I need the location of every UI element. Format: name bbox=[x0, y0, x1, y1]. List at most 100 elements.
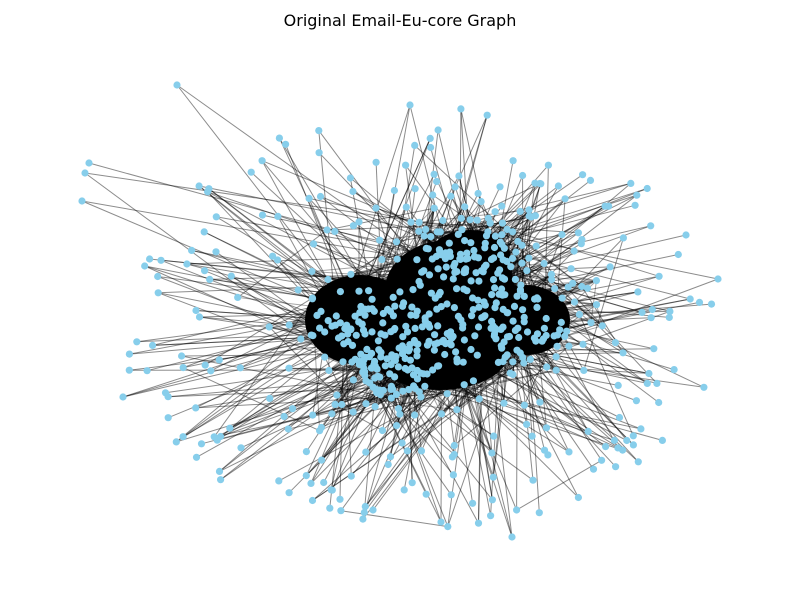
graph-edge bbox=[387, 309, 579, 498]
graph-node bbox=[355, 218, 363, 226]
graph-edge bbox=[213, 279, 329, 438]
graph-node bbox=[302, 472, 310, 480]
graph-edge bbox=[198, 185, 418, 357]
graph-edge bbox=[288, 236, 432, 326]
graph-edge bbox=[453, 345, 570, 446]
graph-node bbox=[461, 203, 469, 211]
graph-edge bbox=[352, 313, 384, 346]
graph-node bbox=[204, 188, 212, 196]
graph-node bbox=[474, 323, 483, 331]
graph-edge bbox=[340, 322, 555, 337]
graph-node bbox=[509, 370, 517, 379]
graph-edge bbox=[160, 259, 348, 335]
graph-edge bbox=[416, 208, 435, 356]
graph-node bbox=[453, 285, 461, 293]
graph-edge bbox=[319, 248, 427, 431]
graph-node bbox=[542, 314, 550, 323]
graph-edge bbox=[384, 259, 418, 366]
graph-edge bbox=[312, 297, 448, 305]
graph-node bbox=[440, 273, 448, 281]
graph-node bbox=[433, 305, 441, 313]
graph-edge bbox=[219, 276, 444, 472]
graph-edge bbox=[382, 315, 485, 324]
graph-edge bbox=[191, 249, 360, 292]
graph-edge bbox=[378, 340, 474, 382]
graph-edge bbox=[379, 258, 446, 391]
graph-edge bbox=[408, 350, 433, 371]
graph-edge bbox=[369, 338, 544, 358]
graph-node bbox=[514, 237, 522, 245]
graph-node bbox=[442, 263, 450, 271]
graph-edge bbox=[181, 355, 392, 399]
graph-edge bbox=[340, 262, 523, 511]
node-layer bbox=[78, 81, 722, 541]
graph-node bbox=[534, 295, 542, 303]
graph-edge bbox=[391, 354, 606, 448]
graph-node bbox=[402, 322, 410, 330]
graph-node bbox=[584, 427, 592, 435]
graph-node bbox=[516, 207, 524, 215]
graph-edge bbox=[417, 325, 603, 380]
graph-node bbox=[141, 262, 149, 270]
graph-node bbox=[455, 172, 463, 180]
graph-node bbox=[333, 391, 341, 399]
graph-node bbox=[531, 179, 539, 187]
graph-node bbox=[395, 405, 403, 413]
graph-edge bbox=[362, 287, 588, 325]
graph-edge bbox=[477, 193, 512, 267]
graph-edge bbox=[439, 206, 466, 233]
graph-node bbox=[332, 312, 340, 320]
graph-edge bbox=[215, 251, 378, 370]
graph-node bbox=[507, 263, 515, 271]
graph-edge bbox=[313, 243, 496, 329]
graph-edge bbox=[470, 274, 552, 350]
graph-node bbox=[377, 348, 385, 356]
graph-node bbox=[634, 458, 642, 466]
graph-edge bbox=[453, 300, 479, 455]
graph-node bbox=[437, 518, 445, 526]
graph-node bbox=[346, 174, 354, 182]
graph-edge bbox=[327, 251, 516, 280]
graph-edge bbox=[341, 138, 431, 337]
graph-node bbox=[274, 212, 282, 220]
graph-edge bbox=[417, 366, 547, 380]
graph-node bbox=[469, 306, 477, 314]
graph-node bbox=[361, 502, 369, 511]
graph-node bbox=[475, 303, 483, 311]
graph-node bbox=[309, 411, 317, 419]
graph-node bbox=[197, 440, 206, 448]
graph-edge bbox=[327, 279, 330, 371]
graph-edge bbox=[129, 308, 373, 355]
graph-edge bbox=[391, 248, 427, 356]
graph-edge bbox=[350, 328, 569, 347]
graph-edge bbox=[320, 196, 497, 331]
graph-node bbox=[496, 266, 504, 274]
graph-edge bbox=[384, 220, 444, 366]
graph-node bbox=[450, 441, 458, 450]
graph-edge bbox=[374, 310, 525, 323]
graph-edge bbox=[312, 335, 547, 368]
graph-edge bbox=[363, 315, 472, 331]
graph-edge bbox=[399, 334, 558, 415]
graph-edge bbox=[402, 222, 491, 354]
graph-edge bbox=[375, 207, 419, 345]
graph-edge bbox=[129, 333, 366, 355]
graph-node bbox=[615, 413, 624, 422]
graph-edge bbox=[394, 358, 433, 371]
graph-edge bbox=[327, 207, 435, 231]
graph-node bbox=[508, 228, 517, 236]
graph-node bbox=[542, 424, 551, 432]
graph-node bbox=[490, 432, 498, 440]
graph-node bbox=[543, 363, 551, 371]
graph-edge bbox=[435, 256, 442, 414]
graph-node bbox=[554, 182, 563, 190]
graph-edge bbox=[517, 241, 547, 319]
graph-edge bbox=[409, 338, 544, 350]
graph-edge bbox=[316, 314, 443, 343]
graph-edge bbox=[497, 362, 505, 404]
graph-node bbox=[210, 433, 218, 441]
graph-node bbox=[468, 312, 476, 320]
graph-edge bbox=[543, 165, 549, 329]
graph-edge bbox=[432, 278, 454, 371]
